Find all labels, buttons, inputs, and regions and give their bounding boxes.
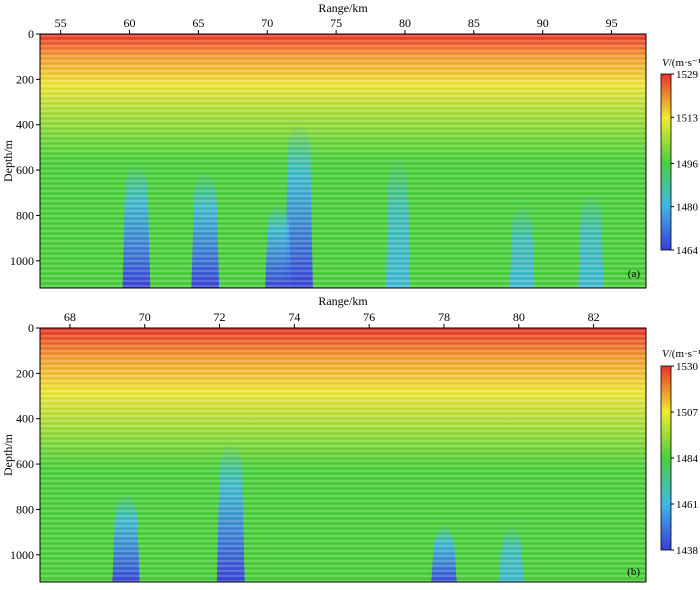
panel-b-ytick-label-4: 800 [16, 502, 34, 516]
panel-a-xticks: 55 60 65 70 75 80 85 90 95 [55, 16, 618, 34]
panel-a-cb-var: V [662, 57, 670, 69]
panel-a-ytick-label-1: 200 [16, 72, 34, 86]
panel-a-cb-unit: /(m·s⁻¹) [669, 57, 700, 69]
panel-b-cb-tick-label-3: 1507 [676, 407, 699, 419]
panel-a-cb-tick-label-2: 1496 [676, 158, 699, 170]
panel-b-xticks: 68 70 72 74 76 78 80 82 [64, 310, 600, 328]
panel-b-colorbar-ticks: 1438 1461 1484 1507 1530 [671, 361, 699, 557]
panel-a-colorbar-ticks: 1464 1480 1496 1513 1529 [671, 69, 699, 257]
panel-b-ytick-label-3: 600 [16, 457, 34, 471]
panel-a-xtick-label-6: 85 [468, 16, 480, 30]
panel-b-ytick-label-5: 1000 [10, 548, 34, 562]
panel-a-cb-tick-label-0: 1464 [676, 245, 699, 257]
panel-a-xtick-label-3: 70 [261, 16, 273, 30]
panel-b-xtick-label-4: 76 [363, 310, 375, 324]
panel-a-xtick-label-7: 90 [537, 16, 549, 30]
panel-b-cb-unit: /(m·s⁻¹) [669, 348, 700, 360]
panel-a-ytick-label-0: 0 [28, 27, 34, 41]
panel-b-yticks: 0 200 400 600 800 1000 [10, 321, 40, 562]
panel-b-heatmap [40, 328, 646, 582]
panel-b-xtick-label-5: 78 [438, 310, 450, 324]
panel-b-colorbar: V/(m·s⁻¹) 1438 1461 1484 1507 1530 [660, 348, 700, 557]
panel-b-ytick-label-2: 400 [16, 412, 34, 426]
panel-a-yticks: 0 200 400 600 800 1000 [10, 27, 40, 268]
panel-a-ytick-label-5: 1000 [10, 254, 34, 268]
panel-a-xtick-label-1: 60 [124, 16, 136, 30]
panel-a-colorbar: V/(m·s⁻¹) 1464 1480 1496 1513 1529 [660, 57, 700, 257]
panel-b-label: (b) [627, 566, 640, 578]
panel-b-xlabel: Range/km [318, 294, 368, 308]
panel-b-cb-tick-label-4: 1530 [676, 361, 699, 373]
panel-a-xtick-label-8: 95 [606, 16, 618, 30]
panel-b-ytick-label-1: 200 [16, 366, 34, 380]
panel-a-cb-tick-label-3: 1513 [676, 112, 699, 124]
panel-b-ytick-label-0: 0 [28, 321, 34, 335]
panel-a-cb-tick-label-4: 1529 [676, 69, 699, 81]
panel-a-xlabel: Range/km [318, 1, 368, 15]
panel-b-cb-var: V [662, 348, 670, 360]
panel-b-xtick-label-7: 82 [588, 310, 600, 324]
panel-b-xtick-label-1: 70 [139, 310, 151, 324]
panel-b-cb-tick-label-1: 1461 [676, 499, 698, 511]
panel-b-xtick-label-0: 68 [64, 310, 76, 324]
panel-a-ytick-label-2: 400 [16, 118, 34, 132]
panel-a-xtick-label-0: 55 [55, 16, 67, 30]
panel-a-heatmap [40, 34, 646, 288]
panel-b-xtick-label-3: 74 [288, 310, 300, 324]
svg-text:V/(m·s⁻¹): V/(m·s⁻¹) [662, 348, 700, 360]
panel-a-xtick-label-2: 65 [192, 16, 204, 30]
panel-a-xtick-label-4: 75 [330, 16, 342, 30]
panel-a: Range/km 55 60 65 70 75 80 85 90 95 0 200 400 600 80… [1, 1, 700, 289]
panel-a-ytick-label-3: 600 [16, 163, 34, 177]
panel-b-cb-tick-label-0: 1438 [676, 545, 699, 557]
panel-b-xtick-label-6: 80 [513, 310, 525, 324]
panel-a-ytick-label-4: 800 [16, 208, 34, 222]
svg-text:V/(m·s⁻¹): V/(m·s⁻¹) [662, 57, 700, 69]
panel-b: Range/km 68 70 72 74 76 78 80 82 0 200 400 600 800 1… [1, 294, 700, 583]
panel-a-label: (a) [628, 268, 641, 280]
panel-a-ylabel: Depth/m [1, 139, 15, 182]
panel-b-ylabel: Depth/m [1, 433, 15, 476]
panel-b-xtick-label-2: 72 [214, 310, 226, 324]
panel-b-cb-tick-label-2: 1484 [676, 453, 699, 465]
panel-a-cb-tick-label-1: 1480 [676, 202, 699, 214]
panel-a-xtick-label-5: 80 [399, 16, 411, 30]
